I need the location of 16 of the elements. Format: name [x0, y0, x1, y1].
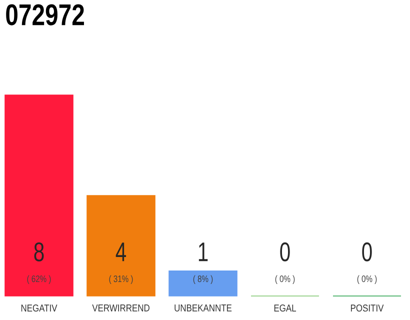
x-tick-label: POSITIV — [350, 304, 384, 312]
x-tick-label: VERWIRREND — [92, 304, 150, 312]
data-label: 1 — [198, 242, 208, 262]
data-label: 4 — [116, 242, 126, 262]
x-tick-label: UNBEKANNTE — [174, 304, 232, 312]
annotation: ( 31% ) — [109, 275, 133, 284]
x-tick-label: NEGATIV — [21, 304, 58, 312]
x-tick-label: EGAL — [274, 304, 296, 312]
data-label: 8 — [34, 242, 44, 262]
chart-title: 072972 — [6, 4, 84, 26]
annotation: ( 0% ) — [357, 275, 377, 284]
annotation: ( 0% ) — [275, 275, 295, 284]
data-label: 0 — [362, 242, 372, 262]
annotation: ( 62% ) — [27, 275, 51, 284]
data-label: 0 — [280, 242, 290, 262]
annotation: ( 8% ) — [193, 275, 213, 284]
